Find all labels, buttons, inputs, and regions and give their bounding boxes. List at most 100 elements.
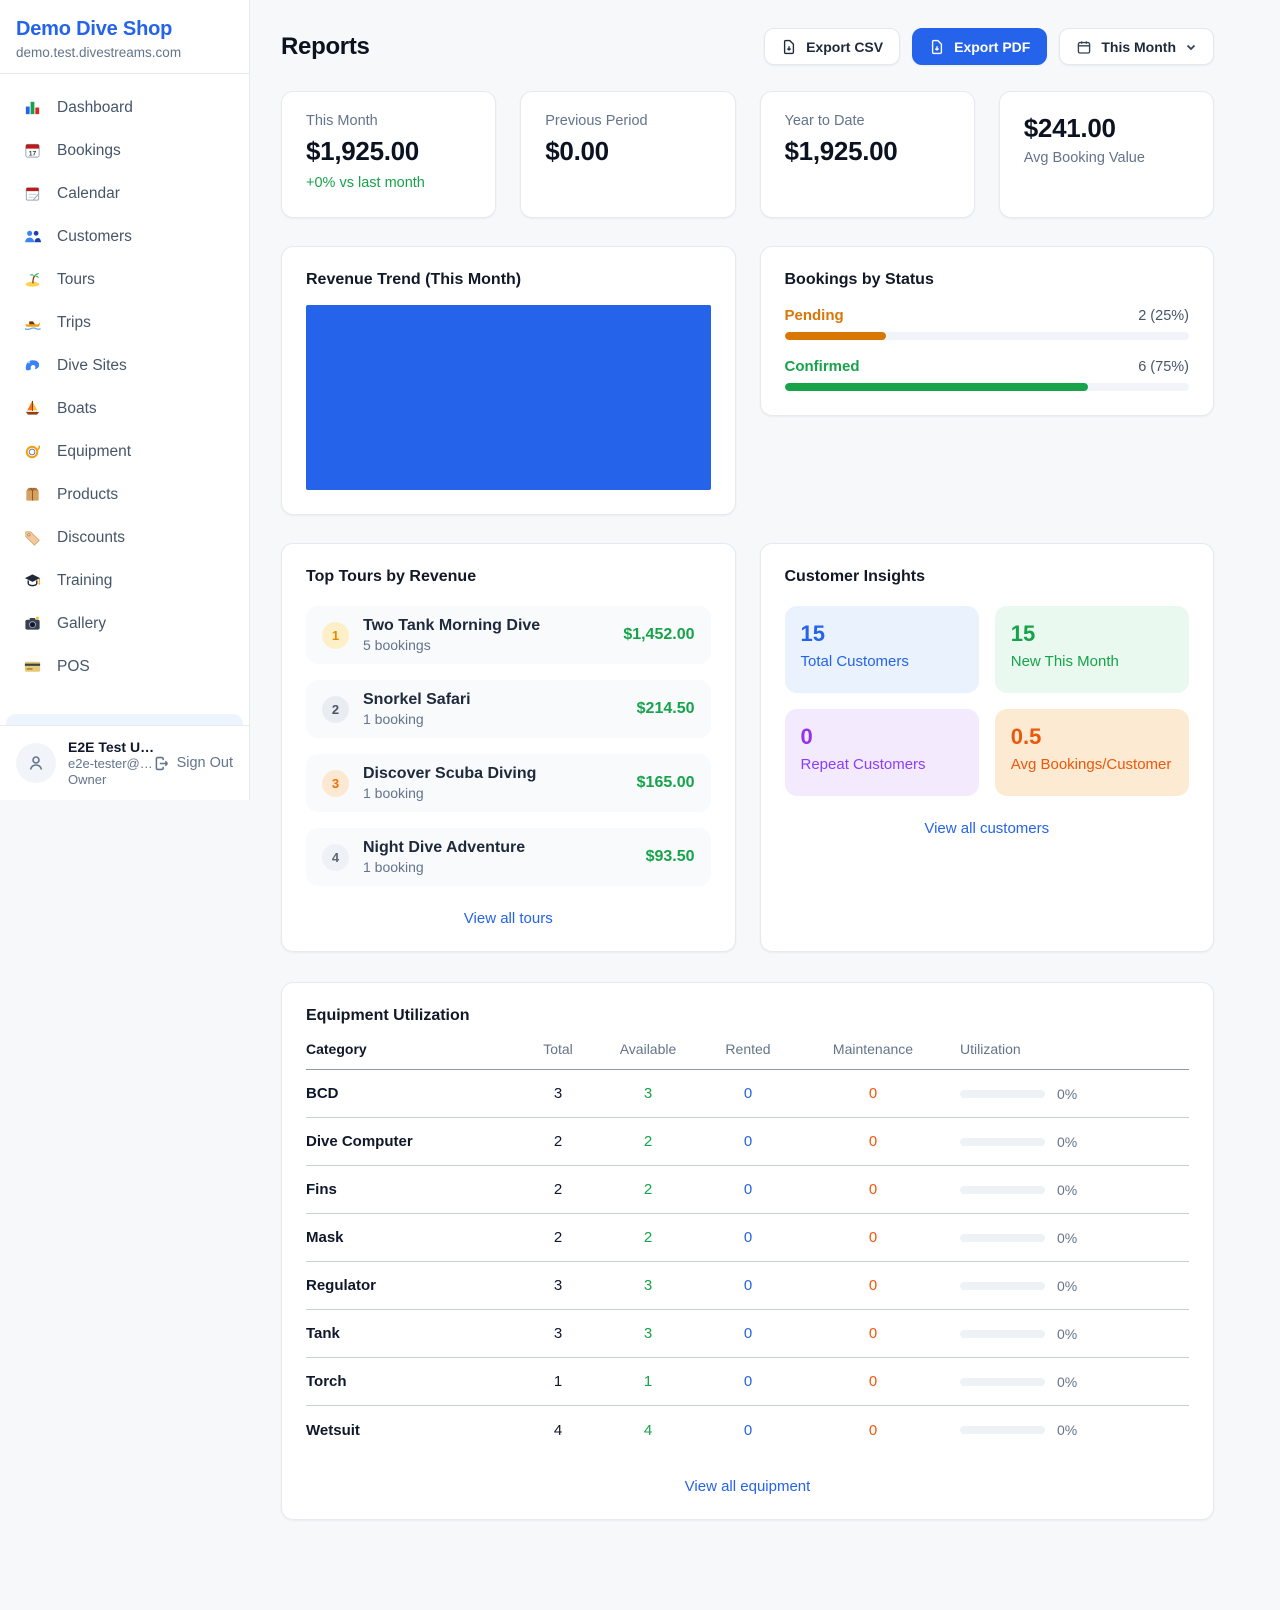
bar-chart-icon xyxy=(22,98,42,118)
tour-row[interactable]: 3 Discover Scuba Diving 1 booking $165.0… xyxy=(306,754,711,812)
utilization-percent: 0% xyxy=(1057,1133,1078,1150)
tour-amount: $214.50 xyxy=(636,700,695,717)
status-item: Confirmed 6 (75%) xyxy=(784,358,1189,391)
dive-mask-icon xyxy=(22,442,42,462)
cell-total: 3 xyxy=(553,1085,563,1102)
column-header: Utilization xyxy=(960,1041,1021,1057)
sidebar-item-equipment[interactable]: Equipment xyxy=(8,430,241,473)
column-header: Total xyxy=(543,1041,573,1057)
column-header: Category xyxy=(306,1041,367,1057)
avatar xyxy=(16,743,56,783)
table-row: Tank 3 3 0 0 0% xyxy=(306,1310,1189,1358)
cell-total: 2 xyxy=(553,1229,563,1246)
export-pdf-label: Export PDF xyxy=(954,38,1031,55)
status-label: Pending xyxy=(784,307,844,324)
tour-name: Night Dive Adventure xyxy=(363,839,526,856)
tour-bookings: 1 booking xyxy=(363,711,424,727)
speedboat-icon xyxy=(22,313,42,333)
main-content: Reports Export CSV Export PDF This Month… xyxy=(250,0,1280,1560)
sidebar-item-products[interactable]: Products xyxy=(8,473,241,516)
utilization-track xyxy=(960,1377,1045,1386)
view-all-tours-link[interactable]: View all tours xyxy=(463,910,553,927)
svg-text:17: 17 xyxy=(28,151,36,158)
tour-amount: $165.00 xyxy=(636,774,695,791)
utilization-track xyxy=(960,1329,1045,1338)
cell-utilization: 0% xyxy=(948,1374,1189,1390)
cell-category: Wetsuit xyxy=(306,1421,360,1439)
tour-row[interactable]: 2 Snorkel Safari 1 booking $214.50 xyxy=(306,680,711,738)
cell-maintenance: 0 xyxy=(868,1277,878,1294)
cell-category: Fins xyxy=(306,1181,337,1198)
credit-card-icon xyxy=(22,657,42,677)
tour-row[interactable]: 4 Night Dive Adventure 1 booking $93.50 xyxy=(306,828,711,886)
cell-total: 2 xyxy=(553,1181,563,1198)
tour-bookings: 5 bookings xyxy=(363,637,431,653)
sidebar-item-calendar[interactable]: Calendar xyxy=(8,172,241,215)
sidebar-item-label: Discounts xyxy=(57,528,126,546)
sidebar-item-bookings[interactable]: 17 Bookings xyxy=(8,129,241,172)
tour-bookings: 1 booking xyxy=(363,785,424,801)
sidebar-item-label: Trips xyxy=(57,313,91,331)
export-csv-button[interactable]: Export CSV xyxy=(764,28,901,65)
sidebar-item-discounts[interactable]: Discounts xyxy=(8,516,241,559)
view-all-equipment-link[interactable]: View all equipment xyxy=(684,1478,811,1495)
sidebar-item-trips[interactable]: Trips xyxy=(8,301,241,344)
sidebar-item-gallery[interactable]: Gallery xyxy=(8,602,241,645)
view-all-customers-link[interactable]: View all customers xyxy=(924,820,1050,837)
cell-rented: 0 xyxy=(743,1277,753,1294)
period-dropdown[interactable]: This Month xyxy=(1059,28,1214,65)
sidebar-item-boats[interactable]: Boats xyxy=(8,387,241,430)
cell-maintenance: 0 xyxy=(868,1229,878,1246)
utilization-percent: 0% xyxy=(1057,1277,1078,1294)
cell-available: 4 xyxy=(643,1421,653,1439)
sidebar-item-training[interactable]: Training xyxy=(8,559,241,602)
table-row: Fins 2 2 0 0 0% xyxy=(306,1166,1189,1214)
stat-card-previous-period: Previous Period $0.00 xyxy=(520,91,736,218)
stats-row: This Month $1,925.00 +0% vs last month P… xyxy=(281,91,1214,218)
cell-utilization: 0% xyxy=(948,1086,1189,1102)
status-progress-fill xyxy=(784,332,886,340)
sidebar-item-dive-sites[interactable]: Dive Sites xyxy=(8,344,241,387)
sidebar-item-customers[interactable]: Customers xyxy=(8,215,241,258)
tile-label: Avg Bookings/Customer xyxy=(1010,756,1172,773)
equipment-utilization-title: Equipment Utilization xyxy=(306,1007,470,1024)
cell-available: 2 xyxy=(643,1133,653,1150)
sidebar-item-label: Customers xyxy=(57,227,132,245)
tour-row[interactable]: 1 Two Tank Morning Dive 5 bookings $1,45… xyxy=(306,606,711,664)
sidebar-item-reports-partial[interactable] xyxy=(6,714,243,725)
export-pdf-button[interactable]: Export PDF xyxy=(912,28,1048,65)
tour-name: Snorkel Safari xyxy=(363,691,471,708)
stat-value: $0.00 xyxy=(545,136,609,166)
sidebar-item-label: POS xyxy=(57,657,90,675)
top-tours-title: Top Tours by Revenue xyxy=(306,568,477,585)
utilization-percent: 0% xyxy=(1057,1085,1078,1102)
tour-amount: $1,452.00 xyxy=(623,626,695,643)
tile-value: 15 xyxy=(1010,621,1036,646)
cell-maintenance: 0 xyxy=(868,1085,878,1102)
revenue-trend-title: Revenue Trend (This Month) xyxy=(306,271,522,288)
sidebar: Demo Dive Shop demo.test.divestreams.com… xyxy=(0,0,250,800)
customer-insights-title: Customer Insights xyxy=(784,568,925,585)
sidebar-item-dashboard[interactable]: Dashboard xyxy=(8,86,241,129)
sign-out-button[interactable]: Sign Out xyxy=(153,755,233,772)
stat-card-avg-booking-value: $241.00 Avg Booking Value xyxy=(998,91,1214,218)
tours-list: 1 Two Tank Morning Dive 5 bookings $1,45… xyxy=(306,606,711,886)
tile-value: 0 xyxy=(800,724,813,749)
package-icon xyxy=(22,485,42,505)
cell-available: 3 xyxy=(643,1085,653,1102)
table-row: Wetsuit 4 4 0 0 0% xyxy=(306,1406,1189,1454)
charts-row: Revenue Trend (This Month) Bookings by S… xyxy=(281,246,1214,515)
sidebar-item-tours[interactable]: Tours xyxy=(8,258,241,301)
user-role: Owner xyxy=(68,772,107,787)
cell-category: Tank xyxy=(306,1325,340,1342)
cell-category: Mask xyxy=(306,1229,344,1246)
insight-tile: 15 Total Customers xyxy=(784,606,979,693)
revenue-trend-card: Revenue Trend (This Month) xyxy=(281,246,736,515)
tour-amount: $93.50 xyxy=(645,848,695,865)
equipment-table-header: Category Total Available Rented Maintena… xyxy=(306,1025,1189,1070)
user-email: e2e-tester@… xyxy=(68,756,153,771)
cell-category: BCD xyxy=(306,1085,339,1102)
sidebar-item-pos[interactable]: POS xyxy=(8,645,241,688)
rank-badge: 4 xyxy=(322,843,349,871)
person-icon xyxy=(29,756,43,770)
